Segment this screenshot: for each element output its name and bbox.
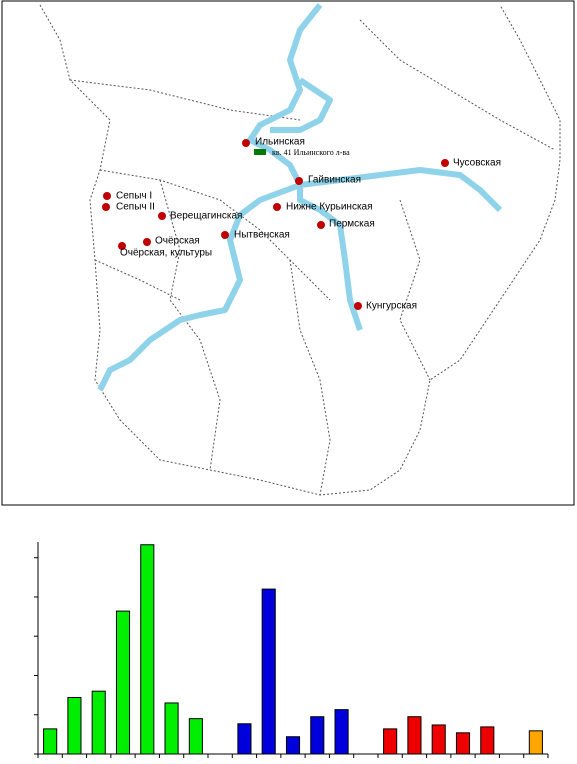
site-label: Очёрская: [155, 236, 200, 247]
bar: [67, 696, 82, 755]
site-marker: [143, 238, 151, 246]
site-marker: [295, 177, 303, 185]
site-label: Гайвинская: [308, 175, 361, 186]
site-label: Сепыч II: [116, 202, 155, 213]
bar: [285, 736, 301, 755]
axes: [37, 542, 548, 755]
site-marker: [273, 203, 281, 211]
site-marker: [254, 149, 266, 155]
site-marker: [354, 302, 362, 310]
bar: [140, 544, 155, 755]
rivers: [97, 3, 503, 392]
site-label: Верещагинская: [170, 211, 242, 222]
site-label: кв. 41 Ильинского л-ва: [272, 148, 350, 157]
map-frame: [1, 0, 575, 506]
site-marker: [242, 139, 250, 147]
bar: [334, 709, 349, 755]
site-label: Сепыч I: [116, 191, 152, 202]
bar: [237, 723, 252, 755]
site-label: Ильинская: [255, 137, 305, 148]
bar: [407, 716, 422, 755]
bar: [261, 588, 276, 755]
bar: [528, 730, 543, 755]
site-label: Нытвенская: [234, 230, 290, 241]
site-label: Кунгурская: [366, 301, 417, 312]
site-marker: [103, 192, 111, 200]
bar: [310, 716, 325, 755]
bar: [383, 728, 398, 755]
site-marker: [102, 203, 110, 211]
site-marker: [118, 242, 126, 250]
bar: [188, 718, 203, 755]
site-label: Очёрская, культуры: [120, 248, 212, 259]
site-marker: [441, 159, 449, 167]
site-label: Чусовская: [453, 158, 501, 169]
bar: [431, 724, 446, 755]
site-marker: [221, 231, 229, 239]
bar: [91, 690, 106, 755]
site-label: Пермская: [329, 219, 375, 230]
bar: [115, 610, 131, 755]
bar: [455, 732, 471, 755]
site-marker: [158, 212, 166, 220]
site-marker: [317, 221, 325, 229]
bar: [43, 728, 58, 755]
bar: [164, 702, 179, 755]
bar: [480, 726, 495, 755]
site-label: Нижне Курьинская: [286, 202, 373, 213]
